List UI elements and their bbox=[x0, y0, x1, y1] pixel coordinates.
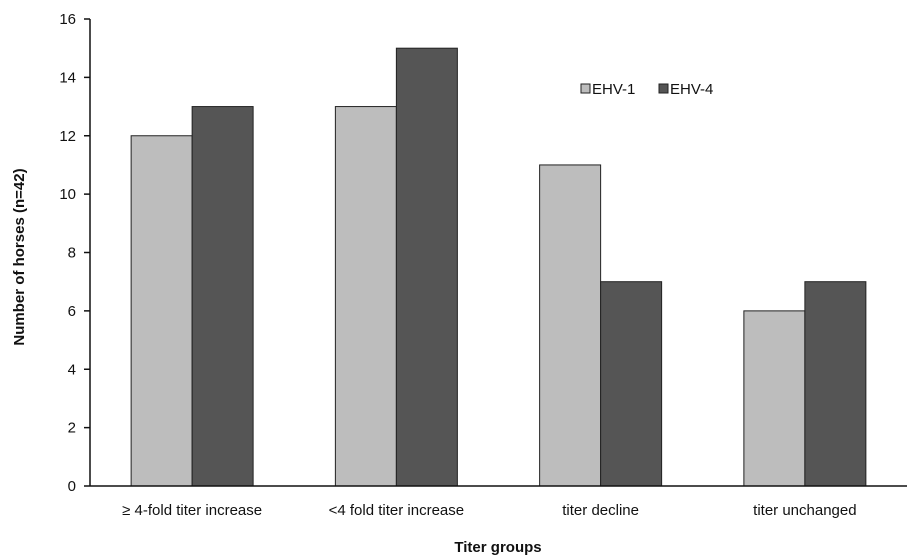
bar-ehv-4-1 bbox=[395, 47, 458, 487]
bar-ehv-1-1 bbox=[334, 106, 397, 487]
x-category-label: titer decline bbox=[562, 502, 639, 519]
x-category-label: ≥ 4-fold titer increase bbox=[122, 502, 262, 519]
y-tick-label: 4 bbox=[68, 361, 76, 378]
x-category-label: <4 fold titer increase bbox=[329, 502, 465, 519]
y-tick-label: 14 bbox=[59, 69, 76, 86]
y-tick-label: 10 bbox=[59, 186, 76, 203]
y-tick-label: 0 bbox=[68, 478, 76, 495]
bar-ehv-4-2 bbox=[600, 281, 663, 487]
x-axis-title: Titer groups bbox=[454, 539, 541, 556]
legend: EHV-1 EHV-4 bbox=[580, 81, 713, 98]
bars bbox=[130, 47, 867, 487]
bar-ehv-4-0 bbox=[191, 106, 254, 487]
y-axis-title: Number of horses (n=42) bbox=[11, 168, 28, 345]
legend-label-ehv-4: EHV-4 bbox=[670, 81, 713, 98]
x-category-label: titer unchanged bbox=[753, 502, 856, 519]
y-axis-ticks: 0 2 4 6 8 10 12 14 16 bbox=[59, 11, 90, 495]
x-axis-labels: ≥ 4-fold titer increase <4 fold titer inc… bbox=[122, 502, 856, 519]
bar-ehv-1-0 bbox=[130, 135, 193, 487]
y-tick-label: 16 bbox=[59, 11, 76, 28]
bar-ehv-1-3 bbox=[743, 310, 806, 487]
legend-swatch-ehv-4 bbox=[658, 83, 669, 94]
legend-label-ehv-1: EHV-1 bbox=[592, 81, 635, 98]
bar-ehv-1-2 bbox=[539, 164, 602, 487]
y-tick-label: 12 bbox=[59, 128, 76, 145]
bar-ehv-4-3 bbox=[804, 281, 867, 487]
y-tick-label: 6 bbox=[68, 303, 76, 320]
legend-swatch-ehv-1 bbox=[580, 83, 591, 94]
y-tick-label: 2 bbox=[68, 420, 76, 437]
y-tick-label: 8 bbox=[68, 245, 76, 262]
